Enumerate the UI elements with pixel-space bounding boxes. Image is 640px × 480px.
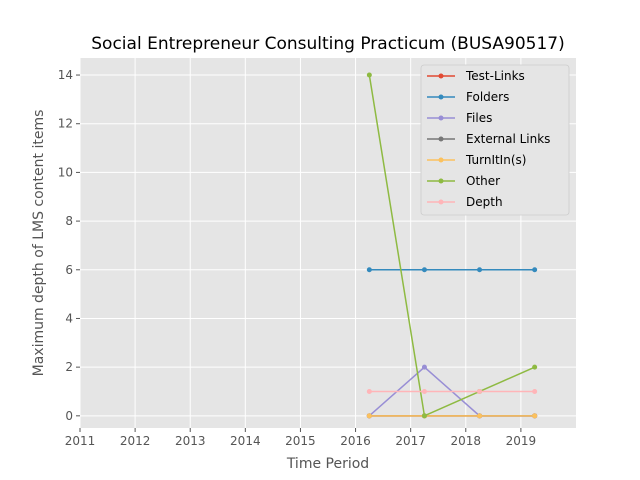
legend-box bbox=[420, 64, 570, 216]
legend-marker bbox=[438, 136, 444, 142]
series-lines bbox=[366, 72, 538, 419]
x-tick-label: 2017 bbox=[395, 434, 426, 448]
x-axis-ticks: 2011 2012 2013 2014 2015 2016 2017 2018 2019 bbox=[65, 428, 536, 448]
x-tick-label: 2019 bbox=[506, 434, 537, 448]
series-depth bbox=[366, 388, 538, 394]
legend-item-depth: Depth bbox=[427, 195, 503, 209]
y-axis-ticks: 0 2 4 6 8 10 12 14 bbox=[58, 68, 80, 423]
series-other bbox=[366, 72, 538, 419]
legend-label: External Links bbox=[466, 132, 550, 146]
legend-label: TurnItIn(s) bbox=[465, 153, 526, 167]
x-tick-label: 2011 bbox=[65, 434, 96, 448]
chart-title: Social Entrepreneur Consulting Practicum… bbox=[91, 34, 564, 54]
data-point-folders bbox=[532, 267, 538, 273]
legend-item-folders: Folders bbox=[427, 90, 509, 104]
y-tick-label: 6 bbox=[65, 263, 73, 277]
legend-marker bbox=[438, 157, 444, 163]
legend-marker bbox=[438, 115, 444, 121]
data-point-turnitin-s bbox=[477, 413, 483, 419]
data-point-other bbox=[366, 72, 372, 78]
x-tick-label: 2014 bbox=[230, 434, 261, 448]
legend-item-files: Files bbox=[427, 111, 492, 125]
legend-label: Test-Links bbox=[465, 69, 525, 83]
legend-marker bbox=[438, 73, 444, 79]
legend-label: Files bbox=[466, 111, 492, 125]
legend: Test-Links Folders Files External Links Turn… bbox=[420, 64, 570, 216]
y-tick-label: 0 bbox=[65, 409, 73, 423]
legend-marker bbox=[438, 94, 444, 100]
data-point-other bbox=[532, 364, 538, 370]
data-point-files bbox=[421, 364, 427, 370]
data-point-depth bbox=[532, 388, 538, 394]
x-tick-label: 2015 bbox=[285, 434, 316, 448]
data-point-folders bbox=[421, 267, 427, 273]
legend-marker bbox=[438, 178, 444, 184]
series-folders bbox=[366, 267, 538, 273]
y-tick-label: 4 bbox=[65, 311, 73, 325]
legend-item-turnitin-s: TurnItIn(s) bbox=[427, 153, 526, 167]
x-axis-title: Time Period bbox=[286, 456, 369, 472]
data-point-folders bbox=[366, 267, 372, 273]
data-point-depth bbox=[421, 388, 427, 394]
legend-label: Depth bbox=[466, 195, 503, 209]
x-tick-label: 2016 bbox=[340, 434, 371, 448]
y-tick-label: 2 bbox=[65, 360, 73, 374]
legend-marker bbox=[438, 199, 444, 205]
legend-item-external-links: External Links bbox=[427, 132, 550, 146]
y-tick-label: 12 bbox=[58, 117, 73, 131]
y-tick-label: 10 bbox=[58, 165, 73, 179]
x-tick-label: 2013 bbox=[175, 434, 206, 448]
series-line-other bbox=[368, 74, 535, 417]
data-point-depth bbox=[366, 388, 372, 394]
legend-item-other: Other bbox=[427, 174, 500, 188]
data-point-turnitin-s bbox=[366, 413, 372, 419]
legend-label: Other bbox=[466, 174, 500, 188]
y-tick-label: 14 bbox=[58, 68, 73, 82]
x-tick-label: 2018 bbox=[451, 434, 482, 448]
data-point-depth bbox=[477, 388, 483, 394]
legend-item-test-links: Test-Links bbox=[427, 69, 525, 83]
y-axis-title: Maximum depth of LMS content items bbox=[31, 110, 47, 377]
data-point-other bbox=[421, 413, 427, 419]
legend-label: Folders bbox=[466, 90, 509, 104]
y-tick-label: 8 bbox=[65, 214, 73, 228]
data-point-turnitin-s bbox=[532, 413, 538, 419]
x-tick-label: 2012 bbox=[120, 434, 151, 448]
data-point-folders bbox=[477, 267, 483, 273]
